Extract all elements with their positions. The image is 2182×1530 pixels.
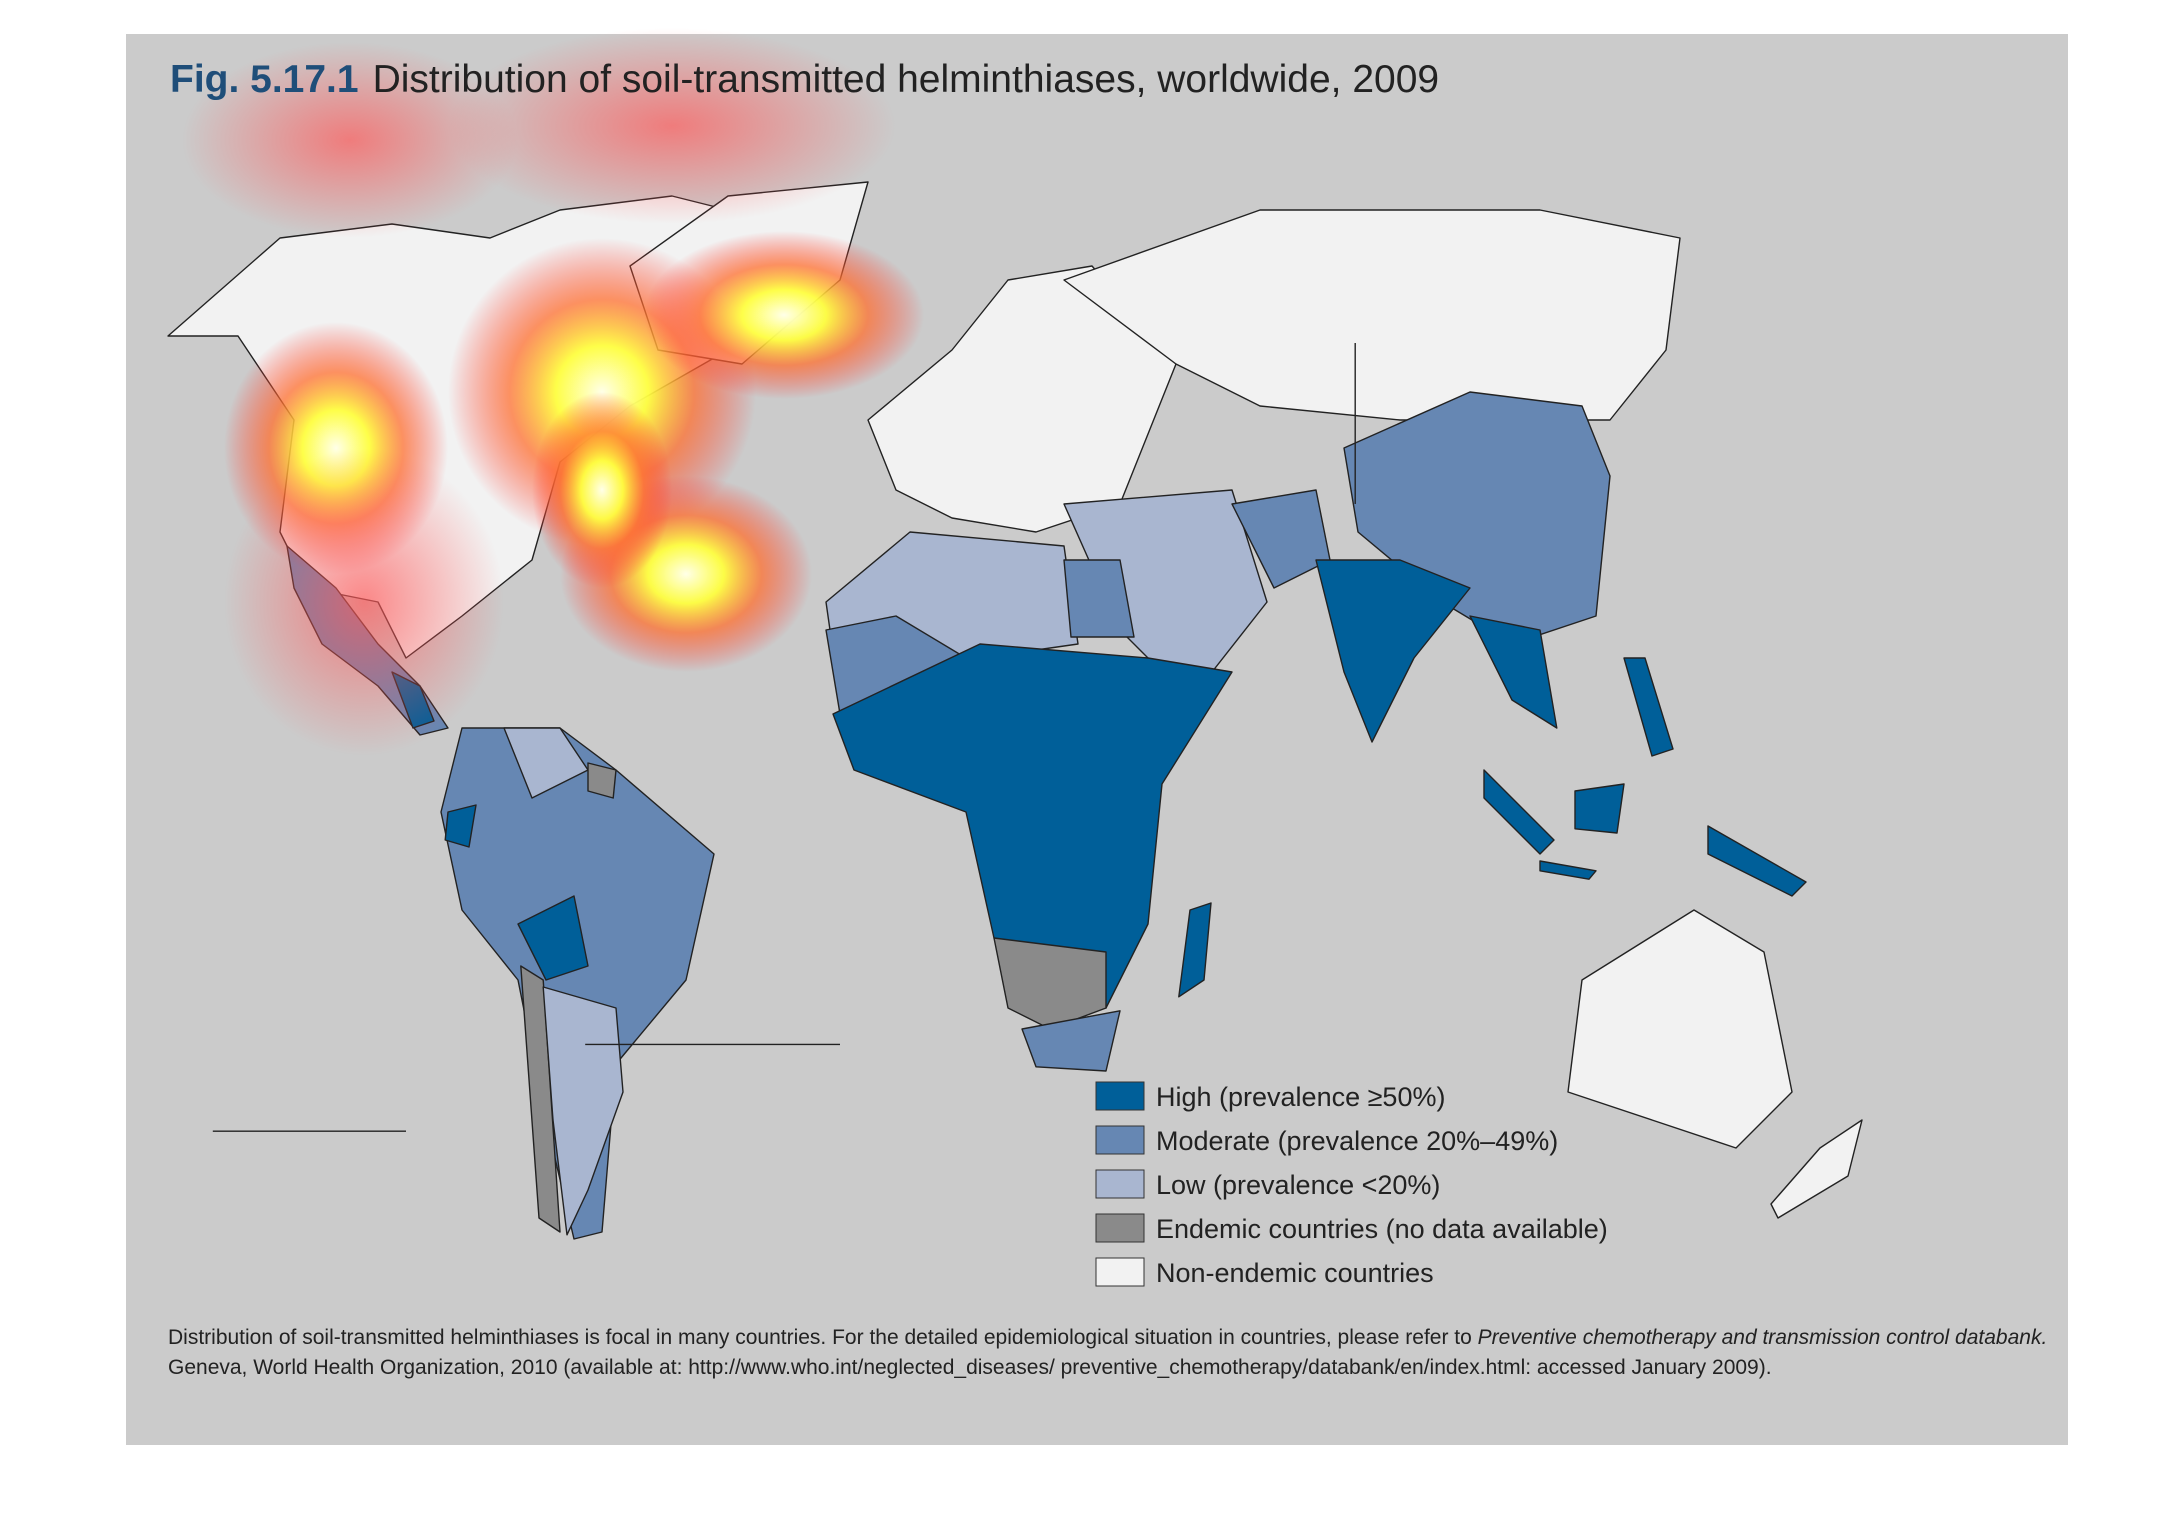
caption-italic: Preventive chemotherapy and transmission… — [1478, 1326, 2048, 1349]
figure-label: Fig. 5.17.1 — [170, 58, 359, 101]
legend-label: Non-endemic countries — [1156, 1258, 1434, 1288]
legend-swatch — [1095, 1125, 1145, 1155]
caption-line-2: Geneva, World Health Organization, 2010 … — [168, 1356, 1772, 1379]
heatmap-overlay — [182, 28, 924, 756]
legend-swatch — [1095, 1169, 1145, 1199]
legend-label: Moderate (prevalence 20%–49%) — [1156, 1126, 1558, 1156]
caption-text: Distribution of soil-transmitted helmint… — [168, 1326, 1478, 1349]
legend-label: High (prevalence ≥50%) — [1156, 1082, 1445, 1112]
legend-swatch — [1095, 1213, 1145, 1243]
title: Fig. 5.17.1 Distribution of soil-transmit… — [170, 58, 1439, 101]
legend-swatch — [1095, 1081, 1145, 1111]
figure-title: Distribution of soil-transmitted helmint… — [373, 58, 1439, 101]
legend-swatch — [1095, 1257, 1145, 1287]
legend: High (prevalence ≥50%) Moderate (prevalen… — [1095, 1081, 1608, 1288]
caption-line-1: Distribution of soil-transmitted helmint… — [168, 1326, 2047, 1349]
legend-label: Endemic countries (no data available) — [1156, 1214, 1608, 1244]
legend-label: Low (prevalence <20%) — [1156, 1170, 1440, 1200]
